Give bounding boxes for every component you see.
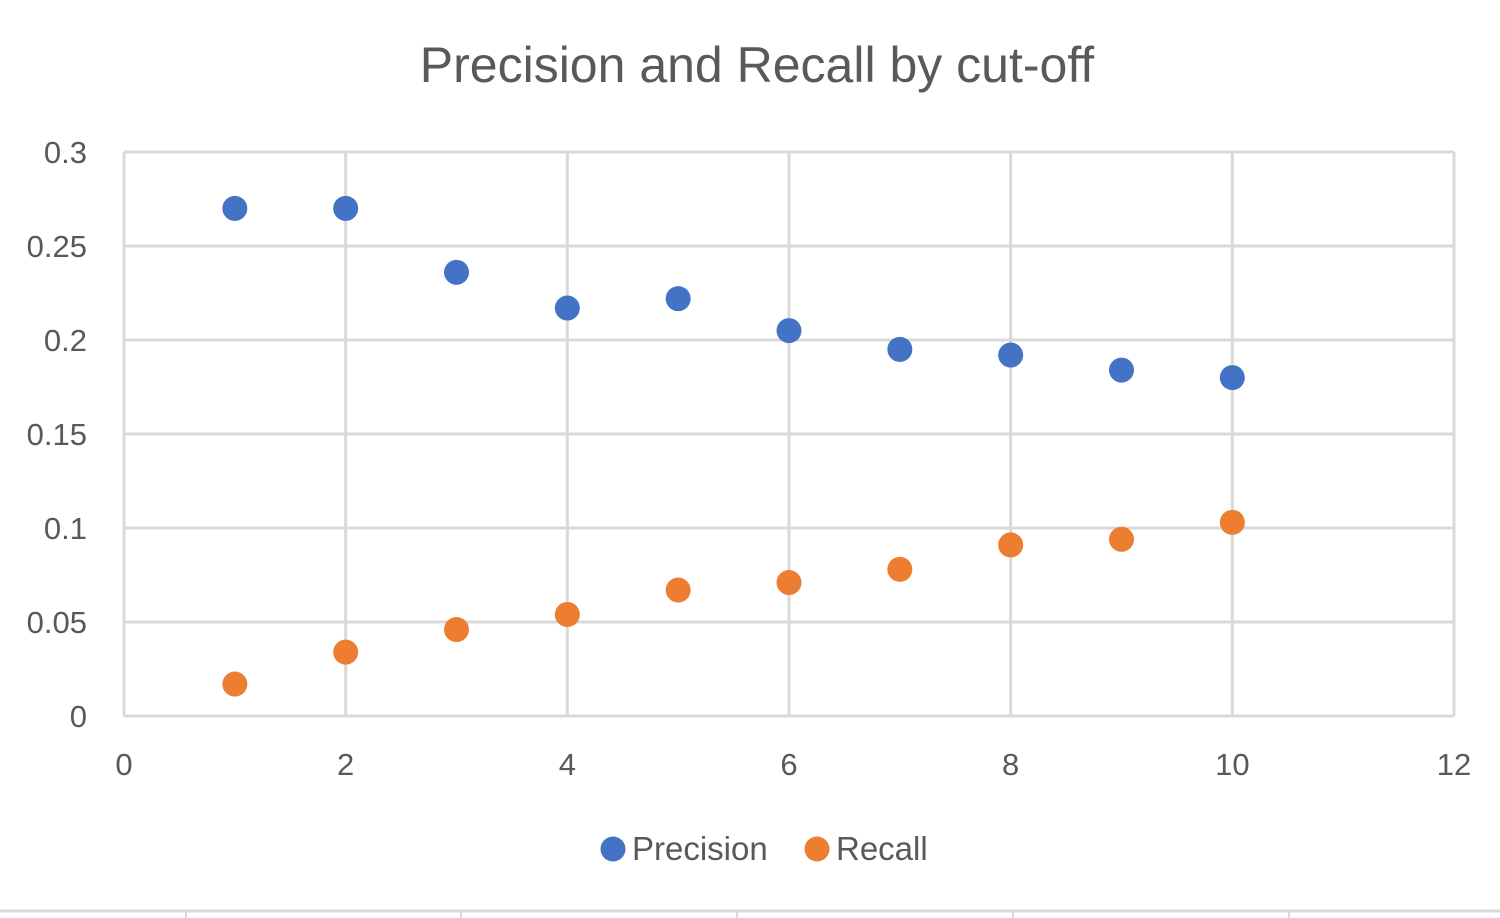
legend: Precision Recall — [600, 830, 928, 867]
recall-point — [998, 532, 1024, 558]
x-tick-label: 10 — [1215, 747, 1249, 782]
y-tick-label: 0.05 — [27, 605, 87, 640]
recall-point — [1219, 509, 1245, 535]
y-tick-label: 0.15 — [27, 417, 87, 452]
precision-point — [222, 195, 248, 221]
recall-point — [1109, 526, 1134, 552]
recall-point — [665, 577, 691, 603]
legend-label-recall: Recall — [836, 830, 928, 867]
recall-point — [444, 617, 469, 643]
y-tick-label: 0.25 — [27, 229, 87, 264]
grid-lines — [122, 150, 1456, 718]
precision-point — [998, 342, 1024, 368]
y-tick-label: 0 — [70, 699, 87, 734]
tick-labels: 0 0.05 0.1 0.15 0.2 0.25 0.3 0 2 4 6 8 10 12 — [27, 135, 1472, 782]
recall-point — [554, 601, 580, 627]
bottom-frame — [0, 909, 1500, 918]
precision-point — [1109, 357, 1134, 383]
y-tick-label: 0.2 — [44, 323, 87, 358]
precision-point — [554, 295, 580, 321]
x-tick-label: 4 — [559, 747, 576, 782]
legend-marker-precision — [600, 836, 626, 862]
recall-point — [776, 570, 802, 596]
data-points — [222, 195, 1245, 697]
recall-point — [887, 556, 913, 582]
precision-point — [444, 259, 469, 285]
precision-point — [1219, 365, 1245, 391]
y-tick-label: 0.3 — [44, 135, 87, 170]
x-tick-label: 2 — [337, 747, 354, 782]
recall-point — [222, 671, 248, 697]
precision-point — [333, 195, 359, 221]
x-tick-label: 8 — [1002, 747, 1019, 782]
chart-title: Precision and Recall by cut-off — [420, 37, 1095, 93]
x-tick-label: 0 — [115, 747, 132, 782]
legend-marker-recall — [804, 836, 830, 862]
legend-label-precision: Precision — [632, 830, 768, 867]
precision-point — [887, 336, 913, 362]
precision-point — [776, 318, 802, 344]
y-tick-label: 0.1 — [44, 511, 87, 546]
precision-point — [665, 286, 691, 312]
x-tick-label: 12 — [1437, 747, 1471, 782]
x-tick-label: 6 — [780, 747, 797, 782]
recall-point — [333, 639, 359, 665]
